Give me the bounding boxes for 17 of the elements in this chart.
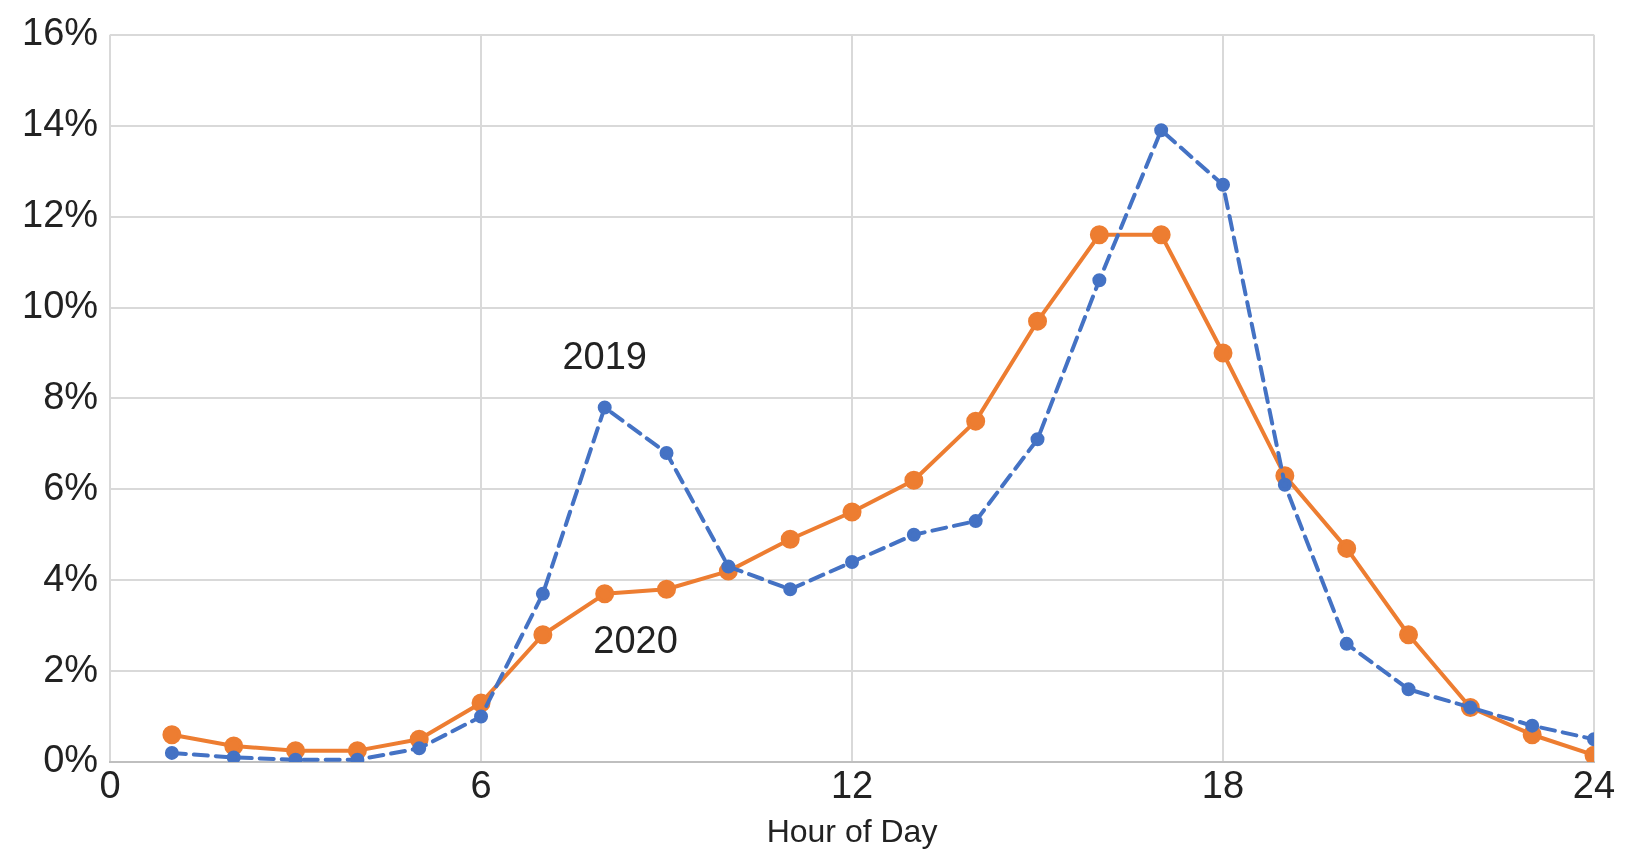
x-tick-label: 24 — [1572, 764, 1616, 807]
y-tick-label: 2% — [43, 647, 99, 690]
y-tick-label: 12% — [21, 193, 99, 236]
y-tick-label: 6% — [43, 465, 99, 508]
y-tick-label: 14% — [21, 102, 99, 145]
x-tick-label: 6 — [470, 764, 492, 807]
y-tick-label: 0% — [43, 738, 99, 781]
x-tick-label: 0 — [99, 764, 121, 807]
y-tick-label: 8% — [43, 374, 99, 417]
series-label: 2020 — [593, 619, 678, 662]
x-tick-label: 18 — [1201, 764, 1245, 807]
y-tick-label: 10% — [21, 283, 99, 326]
x-axis-title: Hour of Day — [766, 812, 938, 849]
series-label: 2019 — [562, 334, 647, 377]
y-tick-label: 16% — [21, 11, 99, 54]
x-tick-label: 12 — [830, 764, 874, 807]
y-tick-label: 4% — [43, 556, 99, 599]
